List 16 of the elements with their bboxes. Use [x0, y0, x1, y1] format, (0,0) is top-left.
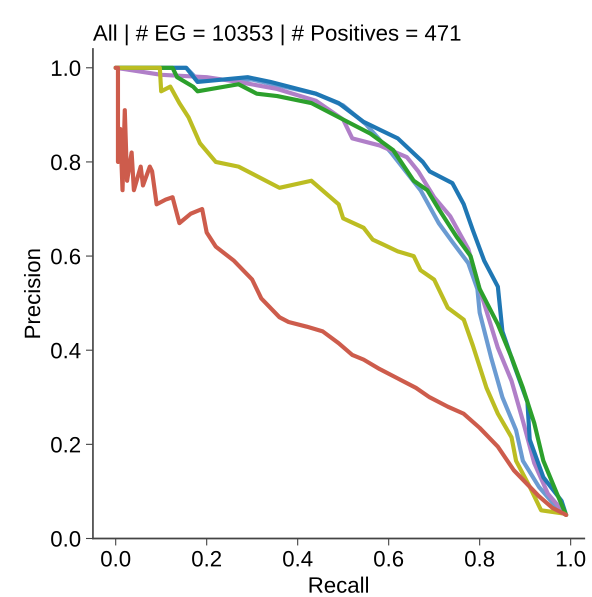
y-tick-label: 0.2 [51, 436, 80, 453]
x-tick-label: 0.2 [192, 550, 222, 567]
x-axis-title: Recall [310, 576, 368, 593]
x-tick-label: 0.6 [374, 550, 404, 567]
y-axis-title: Precision [24, 249, 40, 338]
y-tick-label: 1.0 [52, 60, 80, 76]
y-tick-label: 0.4 [51, 342, 80, 358]
x-tick-label: 1.0 [556, 550, 586, 567]
y-tick-label: 0.6 [51, 248, 80, 264]
chart-title: All | # EG = 10353 | # Positives = 471 [92, 24, 460, 46]
line-series [114, 66, 568, 518]
y-tick-label: 0.0 [51, 531, 80, 547]
x-tick-label: 0.0 [101, 550, 130, 567]
x-tick-label: 0.4 [283, 550, 312, 567]
x-tick-label: 0.8 [465, 550, 494, 567]
y-tick-label: 0.8 [51, 154, 80, 170]
